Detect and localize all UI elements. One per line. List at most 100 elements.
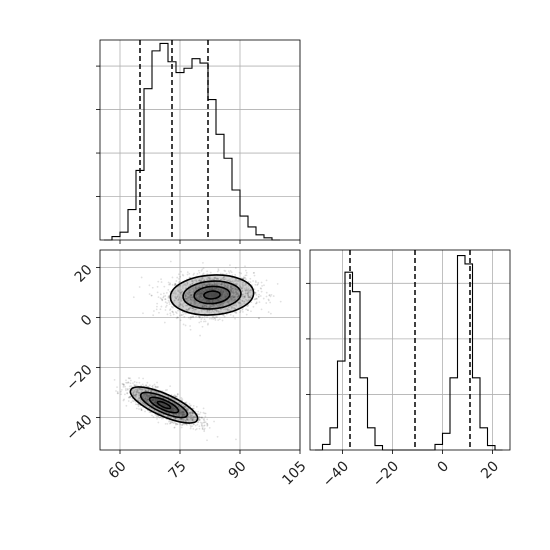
scatter-point [205,299,208,302]
scatter-point [246,309,249,311]
scatter-point [154,401,157,404]
scatter-point [204,304,207,307]
scatter-point [140,409,143,411]
scatter-point [235,298,237,301]
scatter-point [219,296,222,299]
scatter-point [150,294,153,297]
scatter-point [186,416,189,419]
scatter-point [154,386,157,388]
scatter-point [177,298,180,301]
scatter-point [200,294,203,297]
scatter-point [174,395,177,398]
scatter-point [196,293,198,296]
scatter-point [172,413,175,415]
scatter-point [183,419,185,421]
scatter-point [197,421,200,424]
scatter-point [201,306,204,308]
scatter-point [222,302,225,305]
scatter-point [222,291,225,294]
scatter-point [154,394,157,397]
scatter-point [161,299,164,302]
scatter-point [241,308,244,311]
scatter-point [223,282,226,285]
scatter-point [224,297,227,299]
scatter-point [195,296,198,299]
scatter-point [126,382,129,384]
scatter-point [146,397,149,400]
scatter-point [197,286,200,289]
scatter-point [195,308,197,311]
scatter-point [237,293,239,296]
scatter-point [245,269,247,272]
scatter-point [138,399,141,402]
scatter-point [151,398,154,401]
scatter-point [142,394,145,396]
scatter-point [230,281,233,284]
scatter-point [122,383,125,386]
scatter-point [126,387,129,390]
scatter-point [180,418,183,420]
scatter-point [209,305,212,308]
scatter-point [187,290,190,293]
scatter-point [140,384,142,387]
scatter-point [235,293,238,296]
scatter-point [148,394,151,397]
scatter-point [189,284,192,287]
scatter-point [201,277,204,280]
scatter-point [239,280,242,282]
scatter-point [171,406,174,409]
scatter-point [125,389,127,392]
scatter-point [241,310,244,313]
scatter-point [208,289,211,291]
scatter-point [194,308,197,311]
scatter-point [195,287,198,289]
scatter-point [189,306,192,309]
scatter-point [149,403,152,405]
scatter-point [175,317,178,320]
scatter-point [203,430,206,433]
scatter-point [247,296,250,299]
scatter-point [172,408,175,411]
scatter-point [212,278,215,281]
scatter-point [218,288,221,291]
scatter-point [173,408,176,410]
scatter-point [269,312,272,315]
scatter-point [126,392,129,394]
scatter-point [189,328,192,331]
scatter-point [213,288,216,291]
scatter-point [245,292,247,295]
scatter-point [162,417,165,420]
scatter-point [239,286,242,288]
scatter-point [156,398,159,401]
joint-xtick-label: 60 [106,458,130,482]
scatter-point [203,279,206,282]
scatter-point [185,292,188,294]
scatter-point [247,294,250,297]
scatter-point [203,304,206,307]
scatter-point [247,289,250,291]
scatter-point [227,300,229,303]
scatter-point [202,290,205,293]
scatter-point [198,286,201,289]
scatter-point [150,389,153,392]
scatter-point [189,412,191,414]
scatter-point [207,305,210,308]
scatter-point [243,295,246,298]
scatter-point [189,416,192,419]
scatter-point [195,293,198,296]
scatter-point [241,287,243,290]
scatter-point [220,289,222,292]
scatter-point [249,277,252,280]
scatter-point [126,392,129,395]
scatter-point [151,395,154,397]
scatter-point [219,297,221,300]
scatter-point [192,415,195,418]
scatter-point [128,387,131,390]
scatter-point [226,308,228,311]
scatter-point [186,299,189,302]
scatter-point [204,320,207,323]
scatter-point [203,284,205,286]
scatter-point [178,409,181,412]
scatter-point [222,290,225,293]
scatter-point [146,395,149,398]
